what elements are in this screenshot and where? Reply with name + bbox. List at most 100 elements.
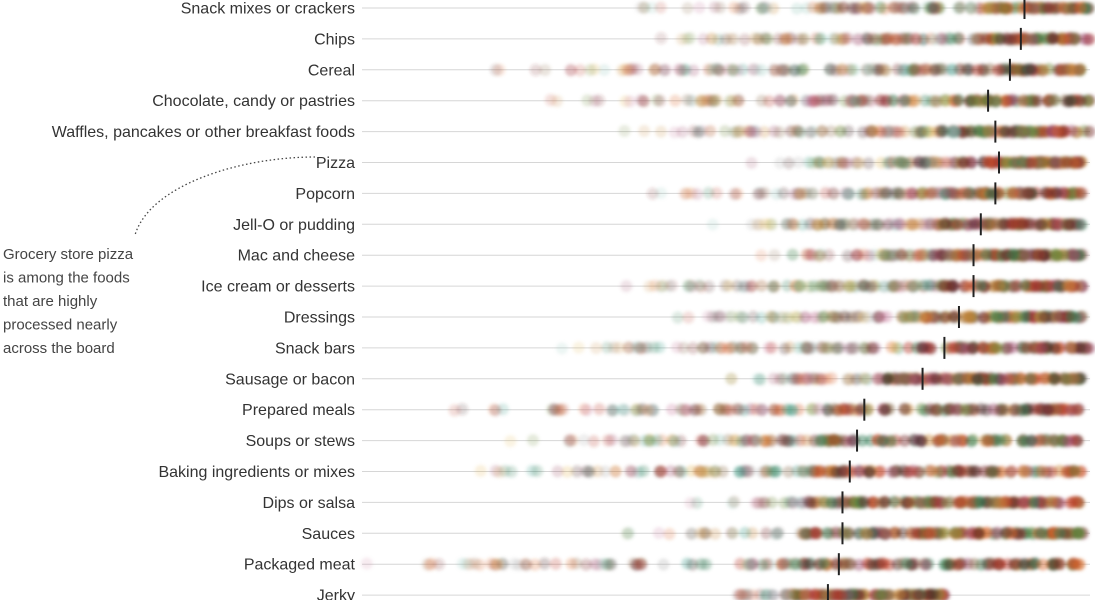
data-point [741, 434, 754, 447]
data-point [605, 558, 618, 571]
data-point [877, 557, 890, 570]
data-point [768, 249, 781, 262]
dots [634, 1, 1095, 15]
data-point [925, 464, 938, 477]
data-point [825, 372, 838, 385]
data-point [912, 217, 925, 230]
data-point [423, 558, 436, 571]
data-point [845, 435, 858, 448]
data-point [948, 341, 961, 354]
data-point [972, 527, 985, 540]
data-point [493, 465, 506, 478]
data-point [676, 125, 689, 138]
data-point [997, 373, 1010, 386]
data-point [1073, 558, 1086, 571]
data-point [773, 126, 786, 139]
data-point [767, 372, 780, 385]
data-point [991, 342, 1004, 355]
data-point [888, 33, 901, 46]
data-point [898, 434, 911, 447]
data-point [929, 372, 942, 385]
data-point [980, 32, 993, 45]
data-point [885, 435, 898, 448]
data-point [697, 434, 710, 447]
data-point [622, 341, 635, 354]
data-point [983, 1, 996, 14]
data-point [1081, 33, 1094, 46]
data-point [750, 126, 763, 139]
data-point [879, 404, 892, 417]
data-point [620, 280, 633, 293]
data-point [1025, 63, 1038, 76]
data-point [808, 589, 821, 600]
data-point [825, 496, 838, 509]
data-point [687, 342, 700, 355]
data-point [781, 403, 794, 416]
data-point [598, 64, 611, 77]
data-point [1060, 373, 1073, 386]
data-point [933, 434, 946, 447]
data-point [928, 1, 941, 14]
data-point [947, 279, 960, 292]
data-point [1015, 435, 1028, 448]
data-point [617, 403, 630, 416]
data-point [564, 64, 577, 77]
data-point [802, 156, 815, 169]
data-point [704, 124, 717, 137]
data-point [1083, 125, 1095, 138]
data-point [671, 311, 684, 324]
data-point [798, 311, 811, 324]
data-point [739, 526, 752, 539]
data-point [1068, 249, 1081, 262]
data-point [599, 465, 612, 478]
data-point [993, 434, 1006, 447]
data-point [866, 124, 879, 137]
data-point [858, 496, 871, 509]
data-point [966, 342, 979, 355]
data-point [665, 279, 678, 292]
data-point [910, 373, 923, 386]
data-point [815, 32, 828, 45]
data-point [853, 156, 866, 169]
data-point [491, 557, 504, 570]
data-point [684, 32, 697, 45]
data-point [572, 341, 585, 354]
data-point [798, 589, 811, 600]
data-point [1030, 279, 1043, 292]
data-point [755, 403, 768, 416]
data-point [778, 342, 791, 355]
data-point [774, 156, 787, 169]
row-dips-or-salsa: Dips or salsa [263, 491, 1090, 514]
data-point [768, 403, 781, 416]
data-point [1008, 156, 1021, 169]
data-point [880, 373, 893, 386]
data-point [968, 558, 981, 571]
data-point [658, 64, 671, 77]
row-packaged-meat: Packaged meat [244, 553, 1090, 576]
category-label: Cereal [308, 62, 355, 79]
data-point [1005, 465, 1018, 478]
data-point [865, 280, 878, 293]
data-point [902, 496, 915, 509]
data-point [820, 341, 833, 354]
data-point [756, 558, 769, 571]
data-point [738, 1, 751, 14]
data-point [828, 434, 841, 447]
data-point [961, 187, 974, 200]
category-label: Baking ingredients or mixes [158, 464, 355, 481]
data-point [830, 588, 843, 600]
data-point [990, 95, 1003, 108]
data-point [914, 248, 927, 261]
data-point [911, 589, 924, 600]
data-point [881, 218, 894, 231]
category-label: Pizza [316, 155, 355, 172]
data-point [774, 63, 787, 76]
data-point [921, 125, 934, 138]
data-point [697, 33, 710, 46]
data-point [848, 496, 861, 509]
data-point [849, 95, 862, 108]
data-point [765, 218, 778, 231]
data-point [952, 93, 965, 106]
data-point [538, 63, 551, 76]
